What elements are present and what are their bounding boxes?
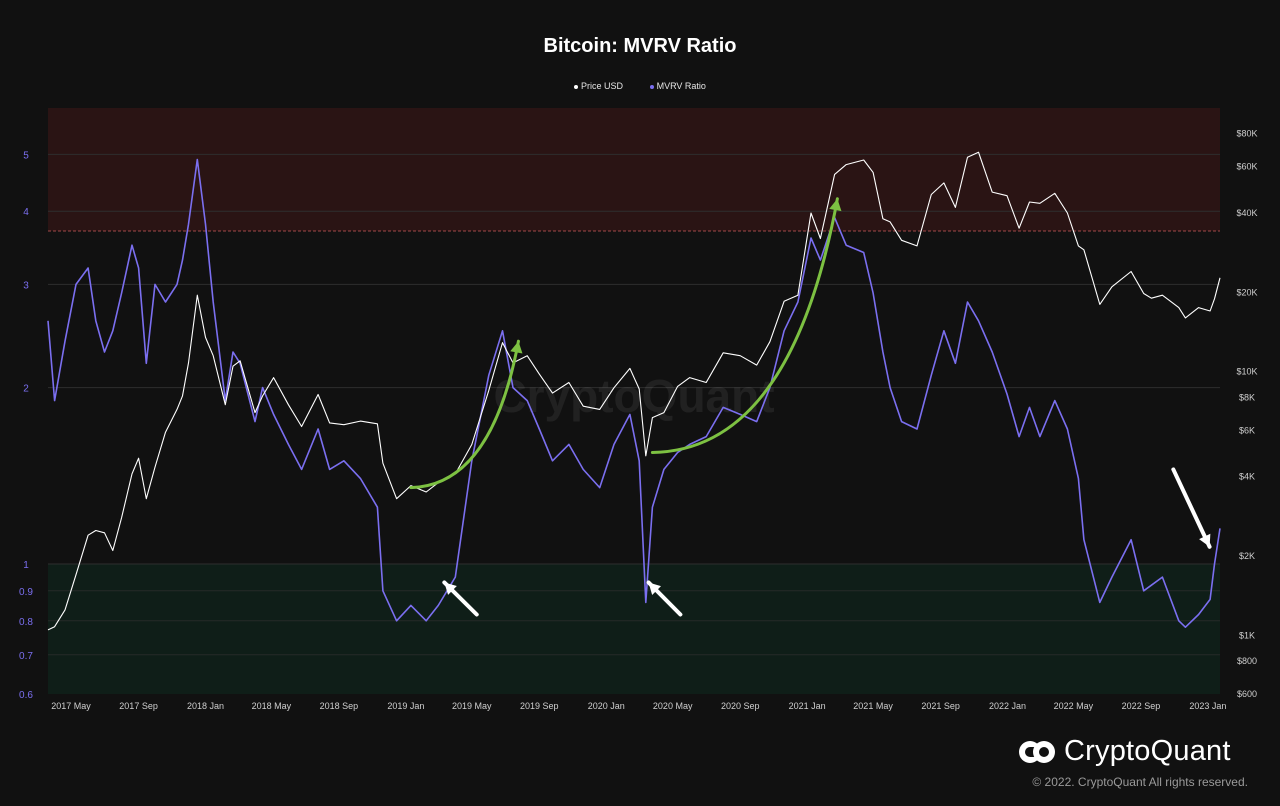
- y-right-tick-label: $2K: [1239, 551, 1255, 561]
- y-right-tick-label: $4K: [1239, 472, 1255, 482]
- x-tick-label: 2021 Jan: [789, 701, 826, 711]
- x-tick-label: 2022 Jan: [989, 701, 1026, 711]
- legend: Price USD MVRV Ratio: [0, 81, 1280, 91]
- y-right-tick-label: $20K: [1236, 287, 1257, 297]
- zone-overvalued: [48, 108, 1220, 232]
- annotation-arrowhead: [1199, 533, 1211, 547]
- x-tick-label: 2017 Sep: [119, 701, 158, 711]
- x-tick-label: 2021 May: [853, 701, 893, 711]
- y-right-tick-label: $10K: [1236, 367, 1257, 377]
- legend-swatch-mvrv: [649, 84, 654, 89]
- y-left-tick-label: 3: [23, 280, 29, 291]
- y-left-tick-label: 0.7: [19, 651, 33, 662]
- y-right-tick-label: $600: [1237, 689, 1257, 699]
- y-left-tick-label: 2: [23, 384, 29, 395]
- y-right-tick-label: $6K: [1239, 425, 1255, 435]
- y-left-tick-label: 1: [23, 560, 29, 571]
- y-right-tick-label: $80K: [1236, 129, 1257, 139]
- x-tick-label: 2020 Jan: [588, 701, 625, 711]
- y-left-tick-label: 4: [23, 207, 29, 218]
- x-tick-label: 2018 Jan: [187, 701, 224, 711]
- x-tick-label: 2020 May: [653, 701, 693, 711]
- x-tick-label: 2019 Sep: [520, 701, 559, 711]
- copyright-text: © 2022. CryptoQuant All rights reserved.: [1032, 775, 1248, 789]
- x-tick-label: 2018 May: [252, 701, 292, 711]
- x-tick-label: 2023 Jan: [1189, 701, 1226, 711]
- x-tick-label: 2018 Sep: [320, 701, 359, 711]
- y-left-tick-label: 0.9: [19, 587, 33, 598]
- legend-label-price: Price USD: [581, 81, 624, 91]
- x-tick-label: 2020 Sep: [721, 701, 760, 711]
- x-tick-label: 2021 Sep: [921, 701, 960, 711]
- annotation-arrow-green: [650, 197, 839, 454]
- y-left-tick-label: 5: [23, 150, 29, 161]
- y-left-tick-label: 0.6: [19, 690, 33, 701]
- x-tick-label: 2019 May: [452, 701, 492, 711]
- y-right-tick-label: $60K: [1236, 162, 1257, 172]
- x-tick-label: 2019 Jan: [387, 701, 424, 711]
- x-tick-label: 2022 Sep: [1122, 701, 1161, 711]
- series-line-price-usd: [47, 151, 1221, 631]
- legend-item-mvrv[interactable]: MVRV Ratio: [649, 81, 706, 91]
- chart-title: Bitcoin: MVRV Ratio: [543, 35, 737, 57]
- annotation-arrowhead: [444, 582, 457, 595]
- y-left-tick-label: 0.8: [19, 617, 33, 628]
- y-right-tick-label: $40K: [1236, 208, 1257, 218]
- legend-label-mvrv: MVRV Ratio: [656, 81, 706, 91]
- brand-name: CryptoQuant: [1064, 735, 1231, 767]
- y-right-tick-label: $1K: [1239, 630, 1255, 640]
- x-tick-label: 2022 May: [1054, 701, 1094, 711]
- brand: CryptoQuant: [1018, 735, 1231, 768]
- cryptoquant-logo-icon: [1019, 740, 1055, 763]
- y-right-tick-label: $800: [1237, 656, 1257, 666]
- series-line-mvrv-ratio: [47, 158, 1221, 629]
- annotation-arrowhead: [510, 341, 523, 354]
- annotation-arrow-white: [1171, 467, 1212, 549]
- annotation-arrow-green: [409, 339, 520, 490]
- legend-swatch-price: [574, 84, 579, 89]
- legend-item-price[interactable]: Price USD: [574, 81, 623, 91]
- annotation-arrowhead: [829, 198, 842, 212]
- x-tick-label: 2017 May: [51, 701, 91, 711]
- annotation-arrowhead: [648, 582, 662, 595]
- y-right-tick-label: $8K: [1239, 392, 1255, 402]
- zone-undervalued: [48, 563, 1220, 694]
